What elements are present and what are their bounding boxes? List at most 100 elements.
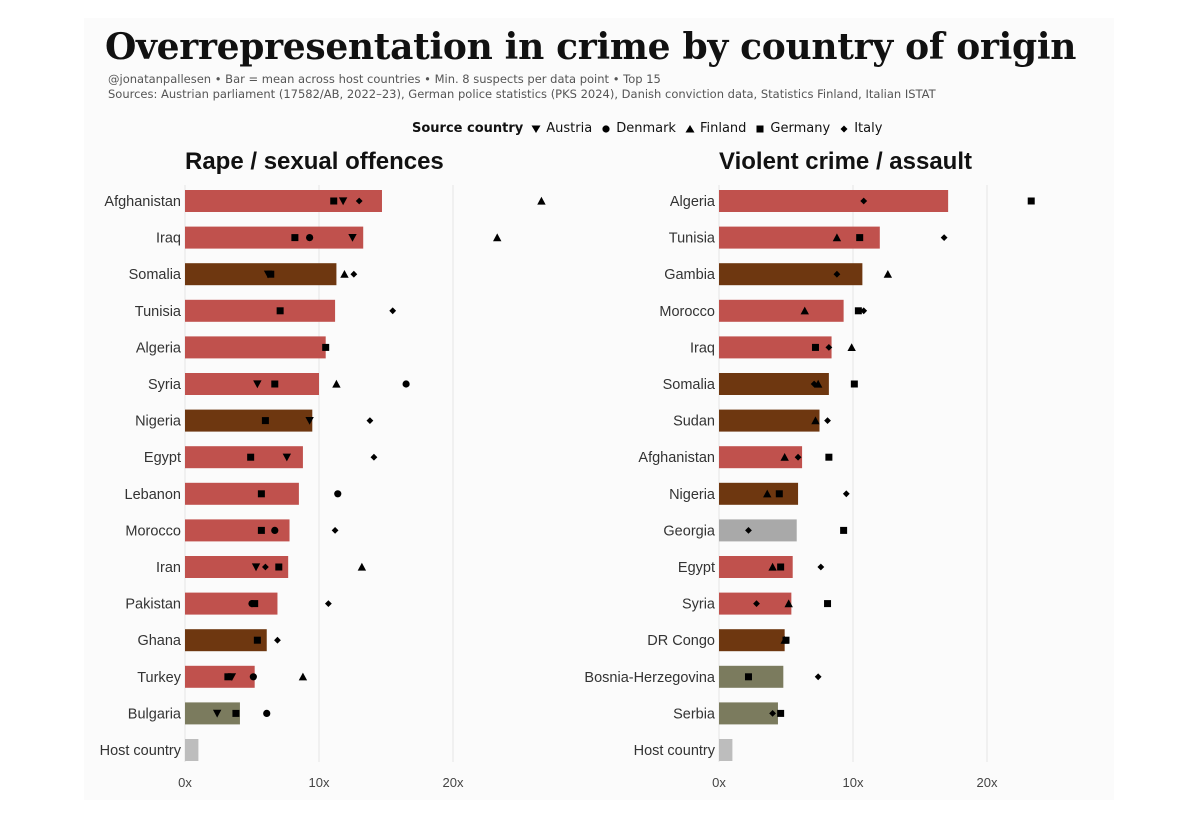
bar-egypt	[185, 446, 303, 469]
chart-panel-rape-sexual-offences: 0x 10x 20x Rape / sexual offences Afghanista…	[100, 148, 546, 790]
category-label: Algeria	[136, 340, 182, 356]
category-label: Nigeria	[135, 414, 182, 430]
marker-italy-morocco	[860, 307, 868, 315]
x-tick-label: 10x	[843, 775, 864, 790]
category-label: Ghana	[137, 633, 181, 649]
marker-finland-syria	[332, 379, 341, 388]
marker-denmark-morocco	[271, 526, 279, 535]
legend-item-italy: Italy	[839, 121, 882, 136]
marker-germany-nigeria	[775, 490, 783, 498]
marker-finland-egypt	[768, 562, 777, 571]
category-label: Syria	[682, 597, 716, 613]
marker-germany-morocco	[257, 526, 265, 534]
bar-sudan	[719, 409, 820, 432]
marker-denmark-turkey	[249, 673, 257, 681]
marker-italy-tunisia	[389, 307, 397, 315]
category-label: Iran	[156, 560, 181, 576]
marker-finland-gambia	[883, 270, 893, 278]
category-label: Serbia	[673, 706, 716, 722]
category-label: Iraq	[690, 340, 715, 356]
marker-germany-bulgaria	[232, 709, 240, 717]
marker-germany-iran	[275, 563, 283, 571]
marker-germany-morocco	[854, 307, 862, 315]
marker-italy-bosnia-herzegovina	[814, 673, 822, 681]
legend-title: Source country	[412, 121, 524, 136]
marker-finland-tunisia	[832, 233, 842, 242]
marker-denmark-iraq	[306, 234, 314, 242]
marker-italy-serbia	[769, 710, 776, 717]
category-label: Somalia	[129, 267, 182, 283]
bar-turkey	[185, 665, 255, 688]
chart-title: Overrepresentation in crime by country o…	[105, 26, 1077, 68]
bar-somalia	[719, 373, 829, 395]
chart-panel	[84, 18, 1114, 800]
marker-germany-algeria	[1027, 197, 1035, 205]
marker-germany-tunisia	[856, 234, 864, 242]
chart-panel-violent-crime-assault: 0x 10x 20x Violent crime / assault Algeria Tu…	[584, 148, 1035, 790]
marker-austria-egypt	[282, 453, 292, 462]
marker-germany-pakistan	[251, 600, 259, 608]
legend-label-finland: Finland	[699, 121, 747, 136]
marker-austria-iran	[251, 563, 261, 572]
category-label: Host country	[100, 743, 182, 759]
marker-italy-algeria	[860, 197, 868, 205]
legend-item-austria: Austria	[531, 121, 592, 136]
x-tick-label: 0x	[712, 775, 726, 790]
bar-afghanistan	[719, 446, 803, 469]
marker-germany-ghana	[253, 636, 261, 644]
legend-label-germany: Germany	[770, 121, 831, 136]
marker-italy-morocco	[331, 527, 339, 534]
marker-germany-afghanistan	[330, 197, 338, 205]
marker-finland-iran	[357, 562, 367, 571]
bar-tunisia	[719, 226, 880, 249]
bar-iran	[185, 556, 289, 578]
bar-gambia	[719, 263, 863, 286]
marker-finland-nigeria	[763, 489, 772, 498]
marker-italy-somalia	[810, 380, 818, 388]
x-tick-label: 20x	[443, 775, 464, 790]
bar-somalia	[185, 263, 337, 286]
marker-denmark-syria	[402, 380, 410, 388]
bar-nigeria	[185, 409, 313, 432]
panel-title: Violent crime / assault	[719, 148, 972, 175]
marker-denmark-lebanon	[334, 490, 342, 498]
marker-germany-turkey	[224, 673, 232, 681]
bar-pakistan	[185, 592, 278, 615]
marker-austria-afghanistan	[338, 197, 348, 206]
circle-icon	[602, 124, 610, 133]
marker-germany-serbia	[777, 709, 785, 717]
category-label: Nigeria	[669, 487, 716, 503]
marker-finland-syria	[784, 599, 793, 608]
bar-nigeria	[719, 482, 799, 505]
marker-germany-georgia	[840, 526, 848, 534]
bar-algeria	[185, 336, 326, 359]
category-label: Afghanistan	[104, 194, 181, 210]
x-tick-label: 20x	[977, 775, 998, 790]
marker-finland-iraq	[847, 343, 856, 351]
diamond-icon	[840, 125, 848, 132]
marker-germany-egypt	[247, 453, 255, 461]
marker-germany-somalia	[267, 270, 275, 278]
bar-georgia	[719, 519, 797, 542]
marker-germany-iraq	[811, 343, 819, 351]
marker-italy-iraq	[825, 344, 833, 351]
chart-sources: Sources: Austrian parliament (17582/AB, …	[108, 87, 936, 101]
marker-italy-tunisia	[940, 234, 948, 241]
bar-bulgaria	[185, 702, 240, 725]
marker-austria-nigeria	[305, 417, 314, 425]
marker-finland-morocco	[800, 306, 809, 315]
triangle-down-icon	[531, 125, 541, 133]
category-label: Lebanon	[125, 487, 181, 503]
bar-egypt	[719, 556, 793, 578]
category-label: Morocco	[125, 523, 181, 539]
marker-finland-somalia	[340, 270, 349, 278]
category-label: Afghanistan	[638, 450, 715, 466]
marker-italy-pakistan	[324, 600, 332, 607]
legend-item-finland: Finland	[685, 121, 746, 136]
category-label: Sudan	[673, 414, 715, 430]
bar-host-country	[185, 739, 199, 761]
marker-germany-dr-congo	[782, 636, 790, 644]
category-label: Algeria	[670, 194, 716, 210]
x-tick-label: 10x	[309, 775, 330, 790]
